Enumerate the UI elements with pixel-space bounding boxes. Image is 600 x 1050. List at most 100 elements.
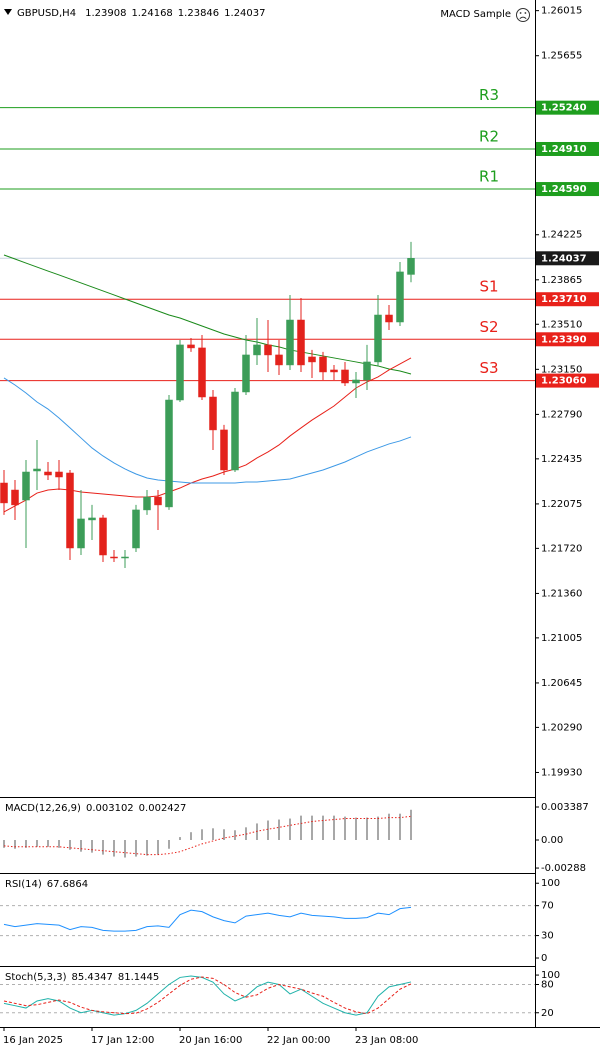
indicator-title: RSI(14) bbox=[5, 879, 42, 890]
candle-body bbox=[11, 489, 19, 506]
level-name: R1 bbox=[479, 168, 499, 186]
y-tick-label: 100 bbox=[541, 878, 560, 889]
chart-header: GBPUSD,H4 1.23908 1.24168 1.23846 1.24037 bbox=[17, 8, 266, 19]
y-tick-label: 70 bbox=[541, 901, 554, 912]
chart-layer: 1.26015 1.25655 1.24225 1.23865 1.23510 1.231… bbox=[0, 6, 599, 1046]
level-name: R3 bbox=[479, 86, 499, 104]
level-price-box bbox=[536, 332, 599, 347]
y-tick-label: -0.00288 bbox=[541, 863, 586, 874]
x-tick-label: 20 Jan 16:00 bbox=[179, 1035, 242, 1046]
candle-body bbox=[253, 344, 261, 356]
y-tick-label: 1.26015 bbox=[541, 6, 582, 17]
x-tick-label: 16 Jan 2025 bbox=[3, 1035, 63, 1046]
y-tick-label: 1.23150 bbox=[541, 364, 582, 375]
candle-body bbox=[121, 556, 129, 559]
indicator-value: 85.4347 bbox=[71, 972, 112, 983]
indicator-value: 81.1445 bbox=[118, 972, 159, 983]
candle-body bbox=[352, 379, 360, 384]
indicator-line bbox=[3, 975, 412, 1016]
y-tick-label: 100 bbox=[541, 970, 560, 981]
candle-body bbox=[55, 471, 63, 478]
indicator-label: RSI(14) 67.6864 bbox=[5, 879, 88, 890]
candle-body bbox=[264, 344, 272, 356]
candle-body bbox=[319, 356, 327, 373]
signal-line bbox=[3, 976, 412, 1015]
candle-body bbox=[0, 482, 8, 504]
candle-body bbox=[44, 471, 52, 476]
candle-body bbox=[165, 399, 173, 508]
y-tick-label: 1.21360 bbox=[541, 588, 582, 599]
level-price-box bbox=[536, 182, 599, 197]
x-tick-label: 17 Jan 12:00 bbox=[91, 1035, 154, 1046]
y-tick-label: 1.22435 bbox=[541, 454, 582, 465]
last-price-label: 1.24037 bbox=[541, 253, 587, 264]
y-tick-label: 1.22790 bbox=[541, 409, 582, 420]
signal-line bbox=[3, 254, 412, 375]
candle-body bbox=[308, 356, 316, 363]
y-tick-label: 30 bbox=[541, 931, 554, 942]
candle-body bbox=[297, 319, 305, 366]
y-tick-label: 1.23865 bbox=[541, 275, 582, 286]
candle-body bbox=[374, 314, 382, 363]
level-price-label: 1.23390 bbox=[541, 334, 587, 345]
candle-body bbox=[132, 509, 140, 549]
signal-line bbox=[3, 815, 412, 856]
ohlc-value: 1.23908 bbox=[85, 8, 126, 19]
y-tick-label: 1.23510 bbox=[541, 319, 582, 330]
indicator-title: Stoch(5,3,3) bbox=[5, 972, 67, 983]
candle-body bbox=[22, 471, 30, 501]
candle-body bbox=[77, 518, 85, 549]
level-price-box bbox=[536, 141, 599, 156]
level-price-box bbox=[536, 100, 599, 115]
candle-body bbox=[220, 429, 228, 471]
candle-body bbox=[231, 391, 239, 471]
x-tick-label: 23 Jan 08:00 bbox=[355, 1035, 418, 1046]
y-tick-label: 1.19930 bbox=[541, 767, 582, 778]
y-tick-label: 1.22075 bbox=[541, 499, 582, 510]
y-tick-label: 0 bbox=[541, 953, 547, 964]
level-price-label: 1.23710 bbox=[541, 294, 587, 305]
x-tick-label: 22 Jan 00:00 bbox=[267, 1035, 330, 1046]
level-name: S2 bbox=[479, 318, 498, 336]
indicator-line bbox=[3, 906, 412, 932]
candle-body bbox=[209, 396, 217, 431]
candle-body bbox=[242, 354, 250, 393]
candle-body bbox=[341, 369, 349, 384]
level-price-label: 1.23060 bbox=[541, 376, 587, 387]
ohlc-value: 1.24168 bbox=[131, 8, 172, 19]
expert-status-icon bbox=[516, 8, 530, 22]
candle-body bbox=[187, 344, 195, 349]
level-name: S3 bbox=[479, 359, 498, 377]
y-tick-label: 0.00 bbox=[541, 835, 563, 846]
signal-line bbox=[3, 377, 412, 484]
y-tick-label: 1.20290 bbox=[541, 722, 582, 733]
level-price-label: 1.24590 bbox=[541, 184, 587, 195]
y-tick-label: 1.21720 bbox=[541, 543, 582, 554]
level-price-label: 1.24910 bbox=[541, 144, 587, 155]
candle-body bbox=[407, 258, 415, 275]
candle-body bbox=[363, 361, 371, 381]
indicator-label: Stoch(5,3,3) 85.4347 81.1445 bbox=[5, 972, 159, 983]
symbol: GBPUSD,H4 bbox=[17, 8, 76, 19]
candle-body bbox=[88, 517, 96, 521]
level-name: S1 bbox=[479, 278, 498, 296]
indicator-title: MACD(12,26,9) bbox=[5, 803, 81, 814]
y-tick-label: 80 bbox=[541, 979, 554, 990]
level-price-box bbox=[536, 373, 599, 388]
candle-body bbox=[66, 472, 74, 549]
y-tick-label: 20 bbox=[541, 1008, 554, 1019]
indicator-value: 67.6864 bbox=[47, 879, 88, 890]
candle-body bbox=[396, 271, 404, 323]
candle-body bbox=[99, 517, 107, 556]
indicator-value: 0.002427 bbox=[139, 803, 187, 814]
candle-body bbox=[154, 496, 162, 506]
indicator-value: 0.003102 bbox=[86, 803, 134, 814]
ohlc-value: 1.23846 bbox=[178, 8, 219, 19]
candle-body bbox=[110, 556, 118, 559]
y-tick-label: 1.24225 bbox=[541, 230, 582, 241]
menu-triangle[interactable] bbox=[4, 9, 12, 15]
y-tick-label: 1.20645 bbox=[541, 678, 582, 689]
